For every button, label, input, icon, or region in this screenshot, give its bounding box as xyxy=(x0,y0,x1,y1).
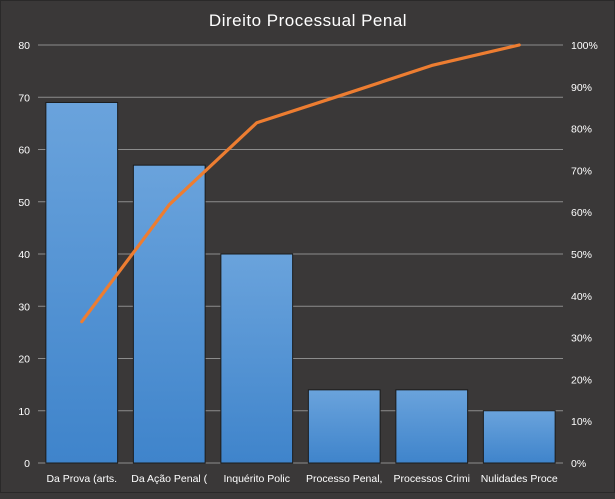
cumulative-line-series xyxy=(80,43,521,324)
left-axis-tick-label: 50 xyxy=(18,197,30,209)
right-axis-tick-label: 80% xyxy=(571,124,592,136)
right-axis-tick-label: 0% xyxy=(571,458,586,470)
category-label: Processo Penal, xyxy=(306,473,382,485)
right-axis-tick-label: 60% xyxy=(571,207,592,219)
right-axis-tick-label: 10% xyxy=(571,416,592,428)
bar xyxy=(307,389,381,464)
left-axis-tick-label: 20 xyxy=(18,354,30,366)
left-axis-tick-label: 80 xyxy=(18,40,30,52)
category-label: Da Ação Penal ( xyxy=(131,473,207,485)
bar xyxy=(482,410,556,464)
left-axis-tick-label: 30 xyxy=(18,301,30,313)
left-axis-tick-label: 70 xyxy=(18,92,30,104)
right-axis-tick-label: 50% xyxy=(571,249,592,261)
left-axis-tick-label: 10 xyxy=(18,406,30,418)
right-axis-tick-label: 30% xyxy=(571,333,592,345)
category-label: Nulidades Proce xyxy=(481,473,558,485)
left-axis-tick-label: 0 xyxy=(24,458,30,470)
cumulative-percent-line xyxy=(80,43,521,324)
category-labels: Da Prova (arts. Da Ação Penal ( Inquérito … xyxy=(46,473,557,485)
right-axis-tick-label: 20% xyxy=(571,374,592,386)
category-label: Inquérito Polic xyxy=(223,473,290,485)
left-axis-ticks: 0 10 20 30 40 50 60 70 80 xyxy=(18,40,30,470)
category-label: Da Prova (arts. xyxy=(46,473,117,485)
right-axis-tick-label: 70% xyxy=(571,165,592,177)
right-axis-tick-label: 40% xyxy=(571,291,592,303)
left-axis-tick-label: 60 xyxy=(18,145,30,157)
bar-series xyxy=(45,101,556,464)
left-axis-tick-label: 40 xyxy=(18,249,30,261)
bar xyxy=(132,164,206,464)
right-axis-tick-label: 90% xyxy=(571,82,592,94)
bar xyxy=(395,389,469,464)
gridlines xyxy=(38,44,563,464)
right-axis-tick-label: 100% xyxy=(571,40,598,52)
chart-title: Direito Processual Penal xyxy=(209,11,407,30)
bar xyxy=(45,101,119,464)
right-axis-ticks: 0% 10% 20% 30% 40% 50% 60% 70% 80% 90% 100% xyxy=(571,40,598,470)
bar xyxy=(220,253,294,464)
category-label: Processos Crimi xyxy=(394,473,470,485)
